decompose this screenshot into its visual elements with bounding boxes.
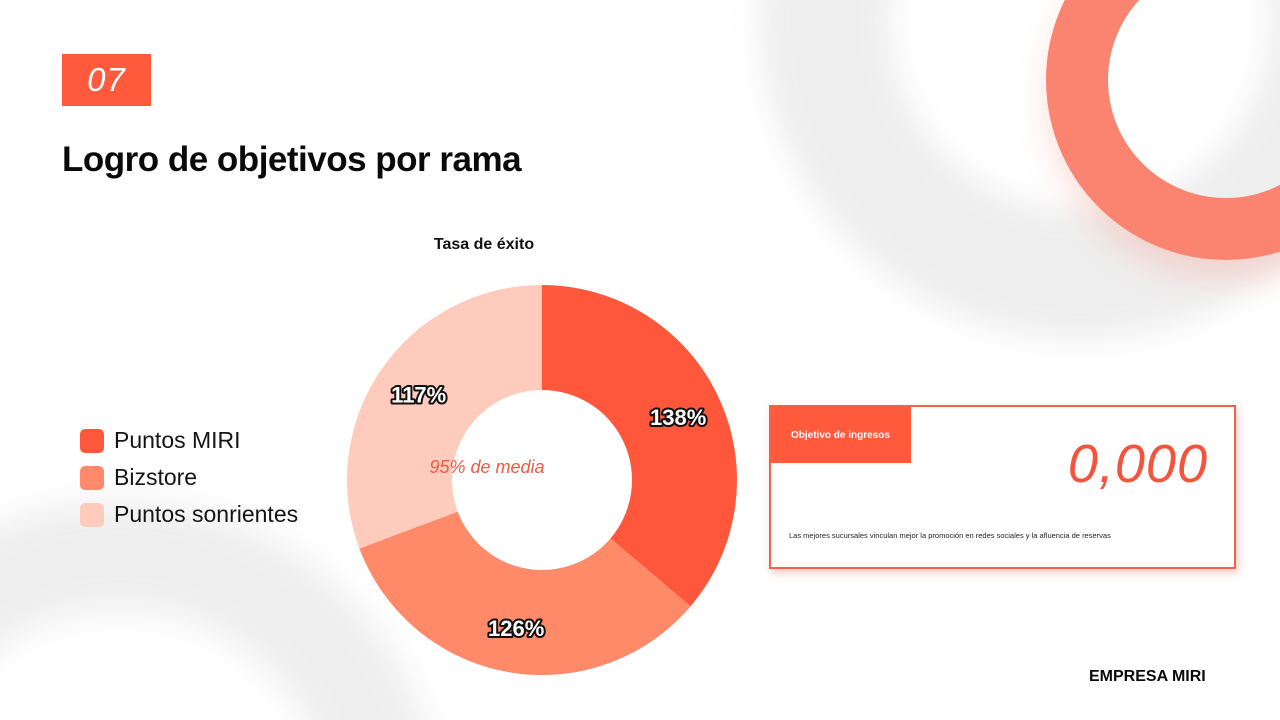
legend-label: Bizstore <box>114 464 198 490</box>
revenue-target-card: Objetivo de ingresos 0,000 Las mejores s… <box>769 405 1236 569</box>
donut-slice-puntos-sonrientes <box>346 285 542 549</box>
donut-chart-svg: 138% 126% 117% 95% de media <box>346 285 737 675</box>
legend-swatch <box>80 502 104 527</box>
donut-slice-labels: 138% 126% 117% <box>389 381 708 643</box>
page-title: Logro de objetivos por rama <box>62 140 522 179</box>
legend-swatch <box>80 465 104 490</box>
legend-item-bizstore: Bizstore <box>80 459 298 496</box>
chart-title: Tasa de éxito <box>433 236 535 253</box>
legend-label: Puntos sonrientes <box>114 501 299 527</box>
card-tag: Objetivo de ingresos <box>771 407 911 463</box>
card-description: Las mejores sucursales vinculan mejor la… <box>789 531 1111 540</box>
footer-brand: EMPRESA MIRI <box>1089 668 1206 685</box>
legend-item-puntos-miri: Puntos MIRI <box>80 422 298 459</box>
donut-chart: 138% 126% 117% 95% de media <box>342 280 742 680</box>
donut-slice-bizstore <box>359 511 691 675</box>
donut-slices <box>346 285 737 675</box>
slide-number-badge: 07 <box>62 54 151 106</box>
donut-center-label: 95% de media <box>429 457 544 477</box>
slice-value-label: 138% <box>650 405 706 430</box>
slice-value-label: 117% <box>391 383 446 408</box>
card-value: 0,000 <box>1067 434 1208 494</box>
donut-slice-puntos-miri <box>542 285 737 607</box>
legend-swatch <box>80 428 104 453</box>
slice-value-label: 126% <box>488 616 544 641</box>
legend-item-puntos-sonrientes: Puntos sonrientes <box>80 496 298 533</box>
legend-label: Puntos MIRI <box>114 427 241 453</box>
chart-legend: Puntos MIRI Bizstore Puntos sonrientes <box>80 422 298 533</box>
